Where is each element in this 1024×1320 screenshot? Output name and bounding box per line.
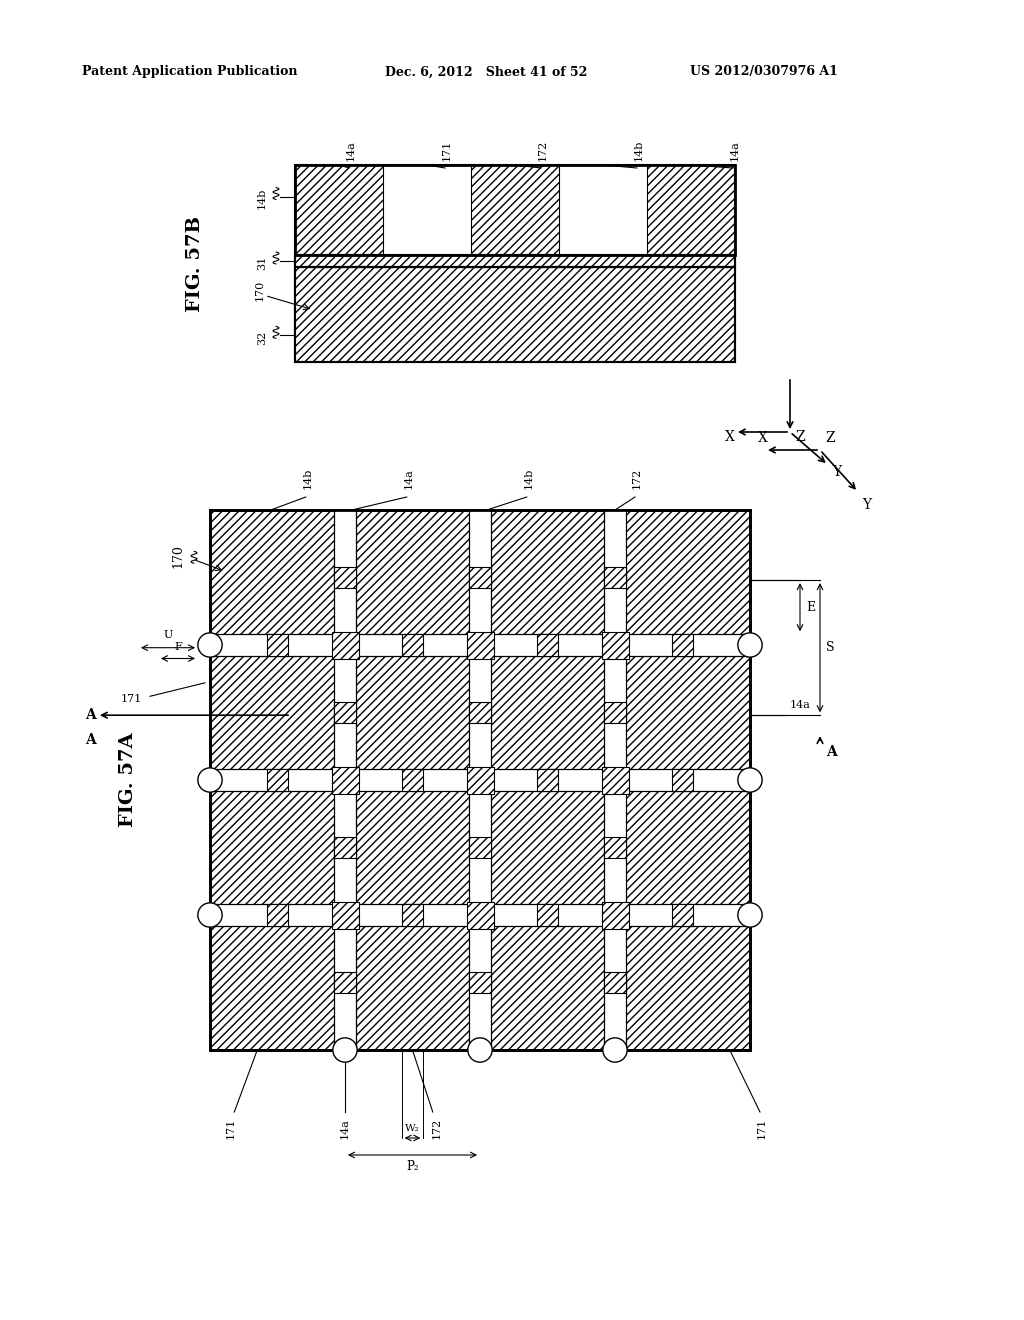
Bar — [537, 634, 558, 656]
Circle shape — [738, 903, 762, 927]
Bar — [295, 255, 735, 267]
Bar — [672, 904, 693, 925]
Bar — [334, 972, 355, 994]
Text: P₂: P₂ — [407, 1160, 419, 1173]
Bar — [604, 510, 626, 1049]
Text: W₂: W₂ — [406, 1125, 420, 1133]
Bar — [210, 510, 750, 1049]
Bar — [332, 902, 358, 928]
Circle shape — [198, 632, 222, 657]
Bar — [604, 837, 626, 858]
Bar — [469, 702, 490, 723]
Text: X: X — [725, 430, 735, 444]
Text: 14a: 14a — [346, 140, 356, 161]
Text: 14b: 14b — [303, 467, 312, 488]
Text: FIG. 57A: FIG. 57A — [119, 733, 137, 828]
Text: A: A — [85, 733, 95, 747]
Bar — [467, 902, 494, 928]
Bar — [537, 904, 558, 925]
Bar — [672, 770, 693, 791]
Bar — [210, 510, 750, 1049]
Text: FIG. 57B: FIG. 57B — [186, 215, 204, 312]
Circle shape — [198, 768, 222, 792]
Text: A: A — [85, 709, 95, 722]
Text: 170: 170 — [255, 280, 265, 301]
Text: A: A — [826, 746, 837, 759]
Bar — [266, 770, 289, 791]
Text: Y: Y — [831, 465, 841, 479]
Bar — [469, 510, 490, 1049]
Bar — [295, 255, 735, 267]
Text: 14a: 14a — [403, 469, 414, 488]
Bar — [295, 267, 735, 362]
Text: 14b: 14b — [523, 467, 534, 488]
Bar — [469, 837, 490, 858]
Text: 14b: 14b — [257, 187, 267, 209]
Text: Z: Z — [795, 430, 805, 444]
Text: X: X — [758, 432, 768, 445]
Bar — [210, 770, 750, 791]
Bar — [334, 837, 355, 858]
Bar — [604, 702, 626, 723]
Text: Y: Y — [862, 498, 871, 512]
Circle shape — [738, 632, 762, 657]
Text: 31: 31 — [257, 256, 267, 271]
Bar — [469, 972, 490, 994]
Bar — [537, 770, 558, 791]
Text: F: F — [174, 643, 182, 652]
Text: U: U — [164, 630, 173, 640]
Bar — [672, 634, 693, 656]
Text: 171: 171 — [121, 694, 142, 704]
Text: Dec. 6, 2012   Sheet 41 of 52: Dec. 6, 2012 Sheet 41 of 52 — [385, 66, 588, 78]
Text: 170: 170 — [171, 544, 184, 568]
Bar — [604, 972, 626, 994]
Bar — [295, 267, 735, 362]
Bar — [601, 631, 629, 659]
Bar — [601, 767, 629, 793]
Bar — [467, 767, 494, 793]
Text: E: E — [806, 601, 815, 614]
Bar — [383, 165, 471, 255]
Circle shape — [468, 1038, 493, 1063]
Text: Z: Z — [825, 432, 835, 445]
Text: S: S — [826, 642, 835, 655]
Bar — [266, 904, 289, 925]
Bar — [559, 165, 647, 255]
Text: 171: 171 — [442, 140, 452, 161]
Bar — [401, 904, 423, 925]
Bar — [332, 631, 358, 659]
Bar — [401, 770, 423, 791]
Bar — [332, 767, 358, 793]
Text: 14a: 14a — [340, 1118, 350, 1139]
Bar — [210, 634, 750, 656]
Text: US 2012/0307976 A1: US 2012/0307976 A1 — [690, 66, 838, 78]
Text: 14a: 14a — [790, 700, 811, 710]
Bar — [295, 165, 735, 255]
Text: 171: 171 — [757, 1118, 767, 1139]
Bar — [401, 634, 423, 656]
Text: 14a: 14a — [730, 140, 740, 161]
Bar — [334, 566, 355, 589]
Text: 32: 32 — [257, 330, 267, 345]
Bar — [601, 902, 629, 928]
Circle shape — [738, 768, 762, 792]
Text: 172: 172 — [432, 1118, 441, 1139]
Text: 172: 172 — [538, 140, 548, 161]
Text: 171: 171 — [225, 1118, 236, 1139]
Circle shape — [333, 1038, 357, 1063]
Bar — [469, 566, 490, 589]
Circle shape — [198, 903, 222, 927]
Bar — [604, 566, 626, 589]
Bar — [467, 631, 494, 659]
Circle shape — [603, 1038, 627, 1063]
Bar — [210, 904, 750, 925]
Text: 172: 172 — [632, 467, 642, 488]
Bar — [295, 165, 735, 255]
Text: 14b: 14b — [634, 140, 644, 161]
Text: Patent Application Publication: Patent Application Publication — [82, 66, 298, 78]
Bar — [334, 510, 355, 1049]
Bar — [334, 702, 355, 723]
Bar — [266, 634, 289, 656]
